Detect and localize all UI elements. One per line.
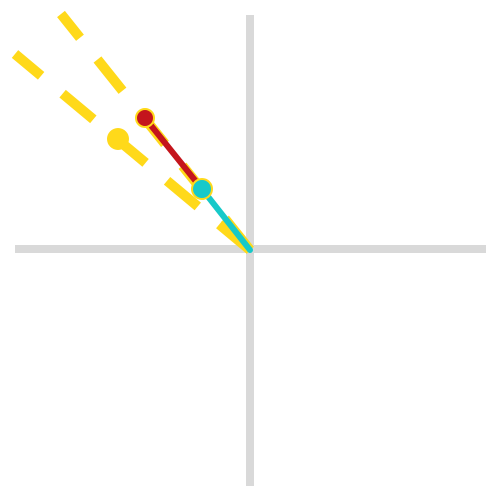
red-handle[interactable] bbox=[135, 108, 155, 128]
cyan-handle[interactable] bbox=[191, 178, 213, 200]
red-vector bbox=[142, 115, 205, 192]
cyan-vector bbox=[199, 186, 253, 253]
dashed-guide-line-shallow bbox=[11, 50, 254, 254]
yellow-handle[interactable] bbox=[107, 128, 129, 150]
